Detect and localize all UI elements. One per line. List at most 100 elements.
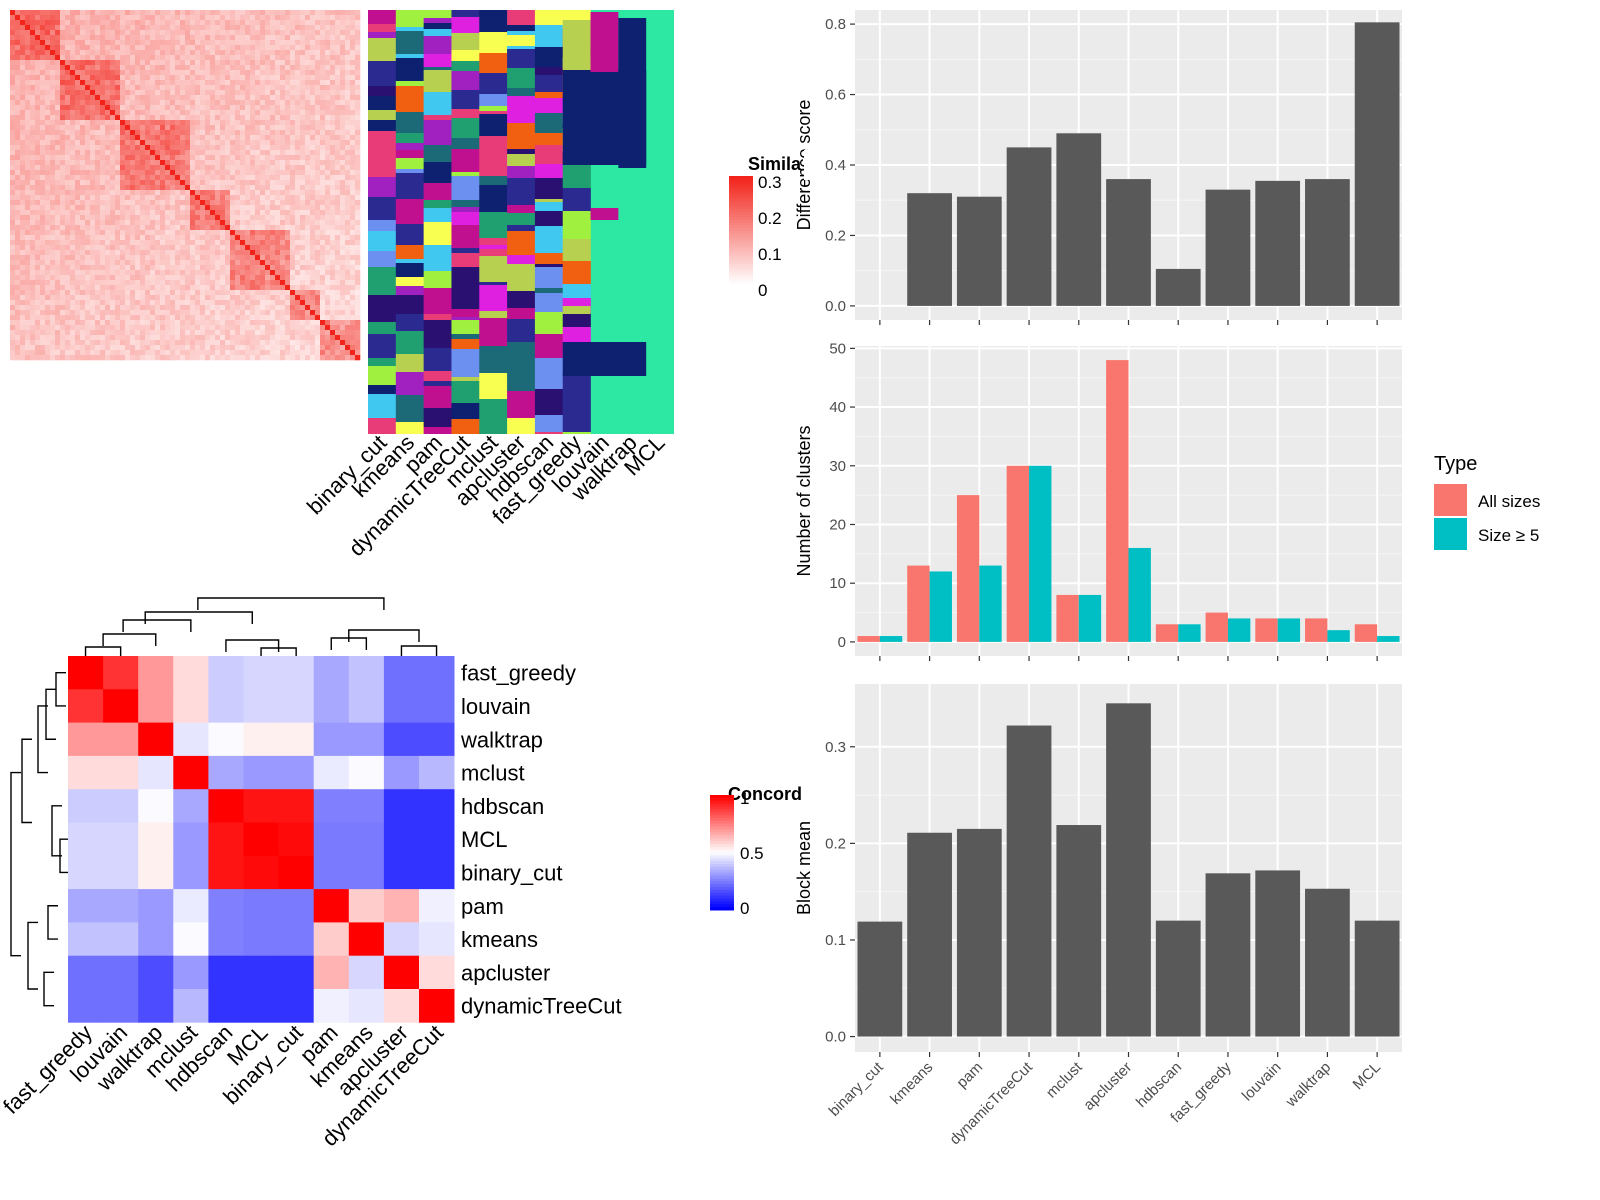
similarity-cell [205,145,211,151]
similarity-cell [295,155,301,161]
similarity-cell [210,305,216,311]
similarity-cell [20,230,26,236]
similarity-cell [280,200,286,206]
similarity-cell [155,210,161,216]
similarity-cell [195,95,201,101]
similarity-cell [280,290,286,296]
similarity-cell [105,115,111,121]
similarity-cell [245,30,251,36]
similarity-cell [245,100,251,106]
similarity-cell [90,270,96,276]
similarity-cell [195,120,201,126]
similarity-cell [165,265,171,271]
similarity-cell [40,200,46,206]
similarity-cell [70,225,76,231]
similarity-cell [35,275,41,281]
similarity-cell [260,100,266,106]
similarity-cell [295,160,301,166]
similarity-cell [195,285,201,291]
similarity-cell [305,210,311,216]
similarity-cell [275,110,281,116]
similarity-cell [195,30,201,36]
similarity-cell [150,45,156,51]
similarity-cell [290,170,296,176]
similarity-cell [275,70,281,76]
similarity-cell [95,260,101,266]
similarity-cell [60,350,66,356]
similarity-cell [295,135,301,141]
similarity-cell [345,260,351,266]
similarity-cell [295,315,301,321]
similarity-cell [160,190,166,196]
similarity-cell [190,220,196,226]
similarity-cell [135,65,141,71]
similarity-cell [285,240,291,246]
similarity-cell [335,155,341,161]
similarity-cell [345,330,351,336]
similarity-cell [140,355,146,361]
similarity-cell [155,220,161,226]
similarity-cell [350,235,356,241]
similarity-cell [240,245,246,251]
similarity-cell [185,325,191,331]
similarity-cell [300,220,306,226]
similarity-cell [110,55,116,61]
similarity-cell [355,185,361,191]
similarity-cell [305,15,311,21]
similarity-cell [70,25,76,31]
similarity-cell [170,215,176,221]
similarity-cell [15,280,21,286]
similarity-cell [100,170,106,176]
similarity-cell [65,125,71,131]
similarity-cell [175,270,181,276]
similarity-cell [50,155,56,161]
similarity-cell [295,195,301,201]
similarity-cell [120,110,126,116]
similarity-cell [145,165,151,171]
similarity-cell [120,10,126,16]
similarity-cell [40,225,46,231]
similarity-cell [65,245,71,251]
similarity-cell [105,145,111,151]
similarity-cell [195,335,201,341]
similarity-cell [250,205,256,211]
similarity-cell [290,270,296,276]
similarity-cell [270,270,276,276]
similarity-cell [15,10,21,16]
similarity-cell [320,25,326,31]
similarity-cell [50,300,56,306]
similarity-cell [335,180,341,186]
similarity-cell [315,10,321,16]
similarity-cell [285,310,291,316]
similarity-cell [30,165,36,171]
similarity-cell [330,110,336,116]
similarity-cell [165,275,171,281]
similarity-cell [90,315,96,321]
similarity-cell [80,295,86,301]
similarity-cell [70,295,76,301]
similarity-cell [350,65,356,71]
similarity-cell [200,160,206,166]
similarity-cell [260,300,266,306]
similarity-cell [355,250,361,256]
similarity-cell [175,130,181,136]
similarity-cell [300,185,306,191]
annotation-cell [395,372,424,395]
similarity-cell [120,260,126,266]
similarity-cell [155,235,161,241]
similarity-cell [75,290,81,296]
similarity-cell [25,345,31,351]
similarity-cell [225,180,231,186]
similarity-cell [35,240,41,246]
similarity-cell [300,75,306,81]
similarity-cell [250,310,256,316]
similarity-cell [30,310,36,316]
similarity-cell [275,55,281,61]
similarity-cell [35,140,41,146]
similarity-cell [130,260,136,266]
similarity-cell [325,145,331,151]
similarity-cell [310,110,316,116]
similarity-cell [340,220,346,226]
annotation-cell [368,61,397,86]
similarity-cell [285,55,291,61]
